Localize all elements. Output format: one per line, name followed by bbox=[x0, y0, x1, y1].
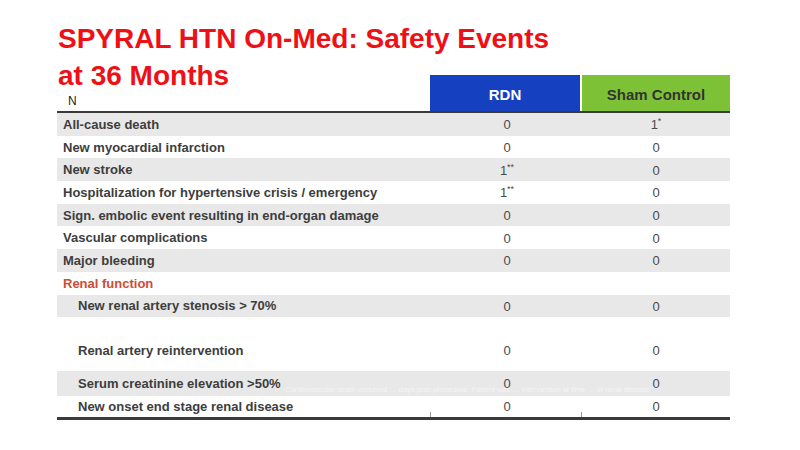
sham-value-cell: 0 bbox=[582, 162, 730, 178]
sham-value-cell: 1* bbox=[582, 116, 730, 132]
event-label-cell: All-cause death bbox=[57, 117, 432, 132]
rdn-value-cell: 1** bbox=[432, 162, 582, 178]
table-row: New myocardial infarction 0 0 bbox=[57, 136, 730, 159]
event-label: Sign. embolic event resulting in end-org… bbox=[63, 208, 379, 223]
rdn-value: 0 bbox=[503, 118, 510, 133]
rdn-value-cell: 0 bbox=[432, 207, 582, 223]
event-label-cell: New stroke bbox=[57, 162, 432, 177]
rdn-value: 0 bbox=[503, 208, 510, 223]
column-header-rdn-label: RDN bbox=[489, 86, 522, 103]
event-label-cell: Sign. embolic event resulting in end-org… bbox=[57, 208, 432, 223]
rdn-value-cell: 0 bbox=[432, 252, 582, 268]
sham-value: 1 bbox=[651, 118, 658, 133]
column-divider-tick bbox=[581, 412, 582, 417]
event-label: Hospitalization for hypertensive crisis … bbox=[63, 185, 377, 200]
table-row: New renal artery stenosis > 70% 0 0 bbox=[57, 295, 730, 318]
table-row: All-cause death 0 1* bbox=[57, 113, 730, 136]
sham-value: 0 bbox=[652, 231, 659, 246]
rdn-value-cell: 0 bbox=[432, 375, 582, 391]
sham-value-cell: 0 bbox=[582, 342, 730, 358]
rdn-value-superscript: ** bbox=[507, 184, 514, 194]
rdn-value-cell: 0 bbox=[432, 398, 582, 414]
sham-value: 0 bbox=[652, 208, 659, 223]
table-row: New onset end stage renal disease 0 0 bbox=[57, 396, 730, 417]
table-row: Sign. embolic event resulting in end-org… bbox=[57, 204, 730, 227]
sham-value-cell: 0 bbox=[582, 207, 730, 223]
sham-value-cell: 0 bbox=[582, 139, 730, 155]
sham-value: 0 bbox=[652, 140, 659, 155]
n-column-label: N bbox=[68, 94, 77, 108]
event-label-cell: Renal function bbox=[57, 276, 432, 291]
slide: SPYRAL HTN On-Med: Safety Events at 36 M… bbox=[0, 0, 800, 450]
event-label-cell: Vascular complications bbox=[57, 230, 432, 245]
rdn-value: 0 bbox=[503, 344, 510, 359]
sham-value: 0 bbox=[652, 377, 659, 392]
sham-value-cell: 0 bbox=[582, 375, 730, 391]
rdn-value: 0 bbox=[503, 254, 510, 269]
event-label: Major bleeding bbox=[63, 253, 155, 268]
sham-value-cell: 0 bbox=[582, 298, 730, 314]
event-label: Vascular complications bbox=[63, 230, 208, 245]
sham-value: 0 bbox=[652, 163, 659, 178]
sham-value-cell: 0 bbox=[582, 230, 730, 246]
column-header-rdn: RDN bbox=[430, 75, 580, 113]
event-label-cell: Major bleeding bbox=[57, 253, 432, 268]
event-label: Renal function bbox=[63, 276, 153, 291]
event-label-cell: New renal artery stenosis > 70% bbox=[57, 298, 432, 313]
rdn-value-cell: 1** bbox=[432, 184, 582, 200]
rdn-value: 0 bbox=[503, 140, 510, 155]
rdn-value-superscript: ** bbox=[507, 162, 514, 172]
column-header-sham-label: Sham Control bbox=[607, 86, 705, 103]
rdn-value-cell: 0 bbox=[432, 230, 582, 246]
sham-value: 0 bbox=[652, 186, 659, 201]
sham-value: 0 bbox=[652, 254, 659, 269]
rdn-value: 0 bbox=[503, 400, 510, 415]
rdn-value-cell: 0 bbox=[432, 116, 582, 132]
event-label: All-cause death bbox=[63, 117, 159, 132]
rdn-value: 0 bbox=[503, 377, 510, 392]
sham-value: 0 bbox=[652, 344, 659, 359]
event-label-cell: New onset end stage renal disease bbox=[57, 399, 432, 414]
table-row: Serum creatinine elevation >50% 0 0 bbox=[57, 371, 730, 396]
slide-title-line1: SPYRAL HTN On-Med: Safety Events bbox=[58, 20, 549, 57]
event-label: New onset end stage renal disease bbox=[78, 399, 293, 414]
event-label-cell: New myocardial infarction bbox=[57, 140, 432, 155]
sham-value: 0 bbox=[652, 299, 659, 314]
event-label-cell: Hospitalization for hypertensive crisis … bbox=[57, 185, 432, 200]
sham-value-cell: 0 bbox=[582, 398, 730, 414]
event-label: New myocardial infarction bbox=[63, 140, 225, 155]
sham-value-superscript: * bbox=[658, 116, 662, 126]
event-label: Renal artery reintervention bbox=[78, 343, 243, 358]
event-label: New renal artery stenosis > 70% bbox=[78, 298, 276, 313]
rdn-value: 0 bbox=[503, 299, 510, 314]
rdn-value: 0 bbox=[503, 231, 510, 246]
event-label-cell: Serum creatinine elevation >50% bbox=[57, 376, 432, 391]
column-divider-tick bbox=[430, 412, 431, 417]
event-label-cell: Renal artery reintervention bbox=[57, 343, 432, 358]
table-row: New stroke 1** 0 bbox=[57, 158, 730, 181]
safety-events-table: All-cause death 0 1* New myocardial infa… bbox=[57, 111, 730, 420]
table-row: Vascular complications 0 0 bbox=[57, 226, 730, 249]
sham-value-cell: 0 bbox=[582, 252, 730, 268]
rdn-value-cell: 0 bbox=[432, 298, 582, 314]
sham-value-cell: 0 bbox=[582, 184, 730, 200]
sham-value: 0 bbox=[652, 400, 659, 415]
table-row: Renal artery reintervention 0 0 bbox=[57, 339, 730, 362]
table-row: Renal function bbox=[57, 272, 730, 295]
table-row: Hospitalization for hypertensive crisis … bbox=[57, 181, 730, 204]
rdn-value-cell: 0 bbox=[432, 139, 582, 155]
rdn-value-cell: 0 bbox=[432, 342, 582, 358]
table-row: Major bleeding 0 0 bbox=[57, 249, 730, 272]
event-label: Serum creatinine elevation >50% bbox=[78, 376, 281, 391]
event-label: New stroke bbox=[63, 162, 132, 177]
column-header-sham-control: Sham Control bbox=[582, 75, 730, 113]
